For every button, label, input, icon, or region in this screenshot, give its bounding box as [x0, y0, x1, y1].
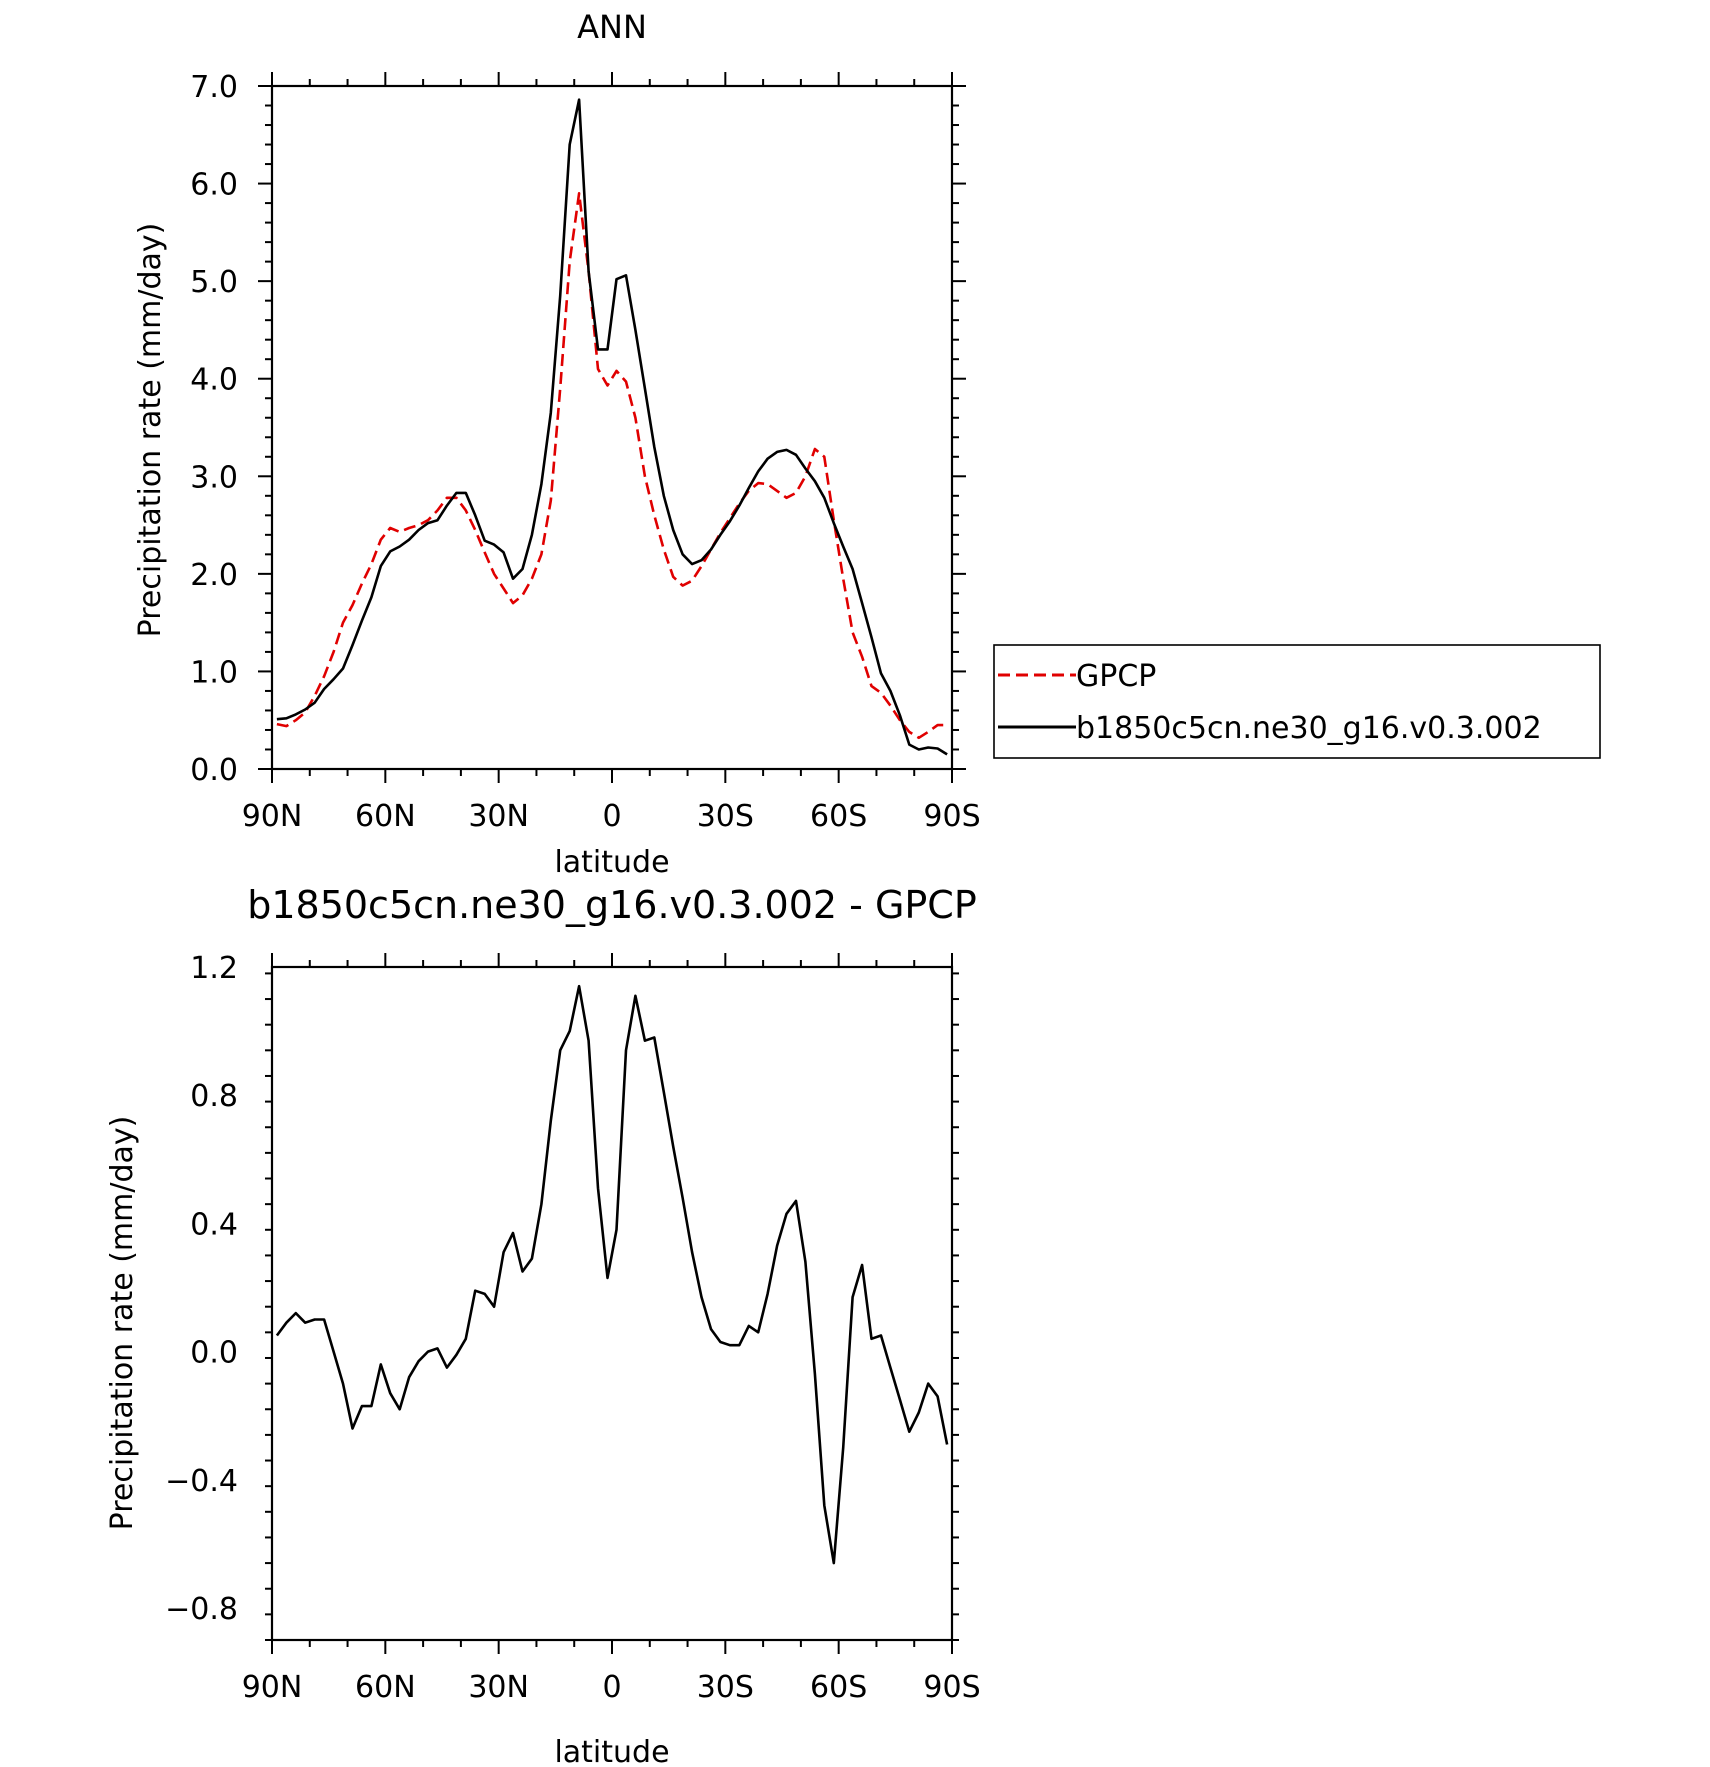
- bottom-x-tick-label: 30S: [697, 1670, 754, 1705]
- top-plot-area: 90N 60N 30N 0 30S 60S 90S 0.0 1.0 2.0 3.0 4.0 5.0 6.0…: [190, 70, 980, 834]
- bottom-x-tick-label: 0: [602, 1670, 621, 1705]
- top-series-line-b1850c5cn-ne30-g16-v0-3-002: [276, 98, 948, 756]
- bottom-series-line-difference: [275, 984, 949, 1565]
- legend-label-gpcp: GPCP: [1076, 659, 1156, 694]
- bottom-panel: b1850c5cn.ne30_g16.v0.3.002 - GPCP 90N 60…: [105, 883, 981, 1767]
- bottom-x-axis-label: latitude: [554, 1735, 669, 1767]
- top-x-tick-label: 90S: [923, 799, 980, 834]
- top-series-line-gpcp: [276, 192, 948, 740]
- top-y-tick-label: 7.0: [190, 70, 238, 105]
- top-y-tick-label: 4.0: [190, 363, 238, 398]
- bottom-chart-title: b1850c5cn.ne30_g16.v0.3.002 - GPCP: [247, 883, 977, 927]
- bottom-x-tick-label: 60S: [810, 1670, 867, 1705]
- top-y-tick-label: 5.0: [190, 265, 238, 300]
- legend-box: [993, 644, 1601, 759]
- bottom-x-tick-label: 60N: [355, 1670, 416, 1705]
- bottom-y-axis-label: Precipitation rate (mm/day): [105, 1116, 140, 1531]
- top-y-tick-label: 2.0: [190, 558, 238, 593]
- bottom-y-tick-label: 0.8: [190, 1079, 238, 1114]
- top-y-tick-label: 3.0: [190, 460, 238, 495]
- top-x-tick-label: 60S: [810, 799, 867, 834]
- top-x-axis-label: latitude: [554, 845, 669, 880]
- top-x-tick-label: 30N: [468, 799, 529, 834]
- bottom-x-tick-label: 90S: [923, 1670, 980, 1705]
- bottom-plot-area: 90N 60N 30N 0 30S 60S 90S −0.8 −0.4 0.0 0.4 0.8 1.2: [165, 951, 980, 1705]
- top-y-tick-label: 0.0: [190, 753, 238, 788]
- bottom-y-tick-label: 0.0: [190, 1336, 238, 1371]
- bottom-y-tick-label: −0.8: [165, 1592, 238, 1627]
- top-y-tick-label: 6.0: [190, 168, 238, 203]
- bottom-plot-frame: [270, 965, 954, 1642]
- bottom-y-tick-label: −0.4: [165, 1464, 238, 1499]
- top-x-tick-label: 90N: [242, 799, 303, 834]
- top-y-axis-label: Precipitation rate (mm/day): [133, 223, 168, 638]
- top-x-tick-label: 0: [602, 799, 621, 834]
- bottom-x-tick-label: 90N: [242, 1670, 303, 1705]
- bottom-x-tick-label: 30N: [468, 1670, 529, 1705]
- top-panel: ANN 90N 60N 30N 0 30S 60S 90S 0.0 1.0 2.0 3.0 4.0 5.…: [133, 8, 981, 880]
- top-y-tick-label: 1.0: [190, 655, 238, 690]
- bottom-y-tick-label: 0.4: [190, 1207, 238, 1242]
- top-x-tick-label: 60N: [355, 799, 416, 834]
- legend-label-model: b1850c5cn.ne30_g16.v0.3.002: [1076, 711, 1542, 746]
- top-x-tick-label: 30S: [697, 799, 754, 834]
- top-plot-frame: [270, 84, 954, 771]
- bottom-y-tick-label: 1.2: [190, 951, 238, 986]
- legend: GPCP b1850c5cn.ne30_g16.v0.3.002: [993, 644, 1601, 759]
- top-chart-title: ANN: [577, 8, 647, 46]
